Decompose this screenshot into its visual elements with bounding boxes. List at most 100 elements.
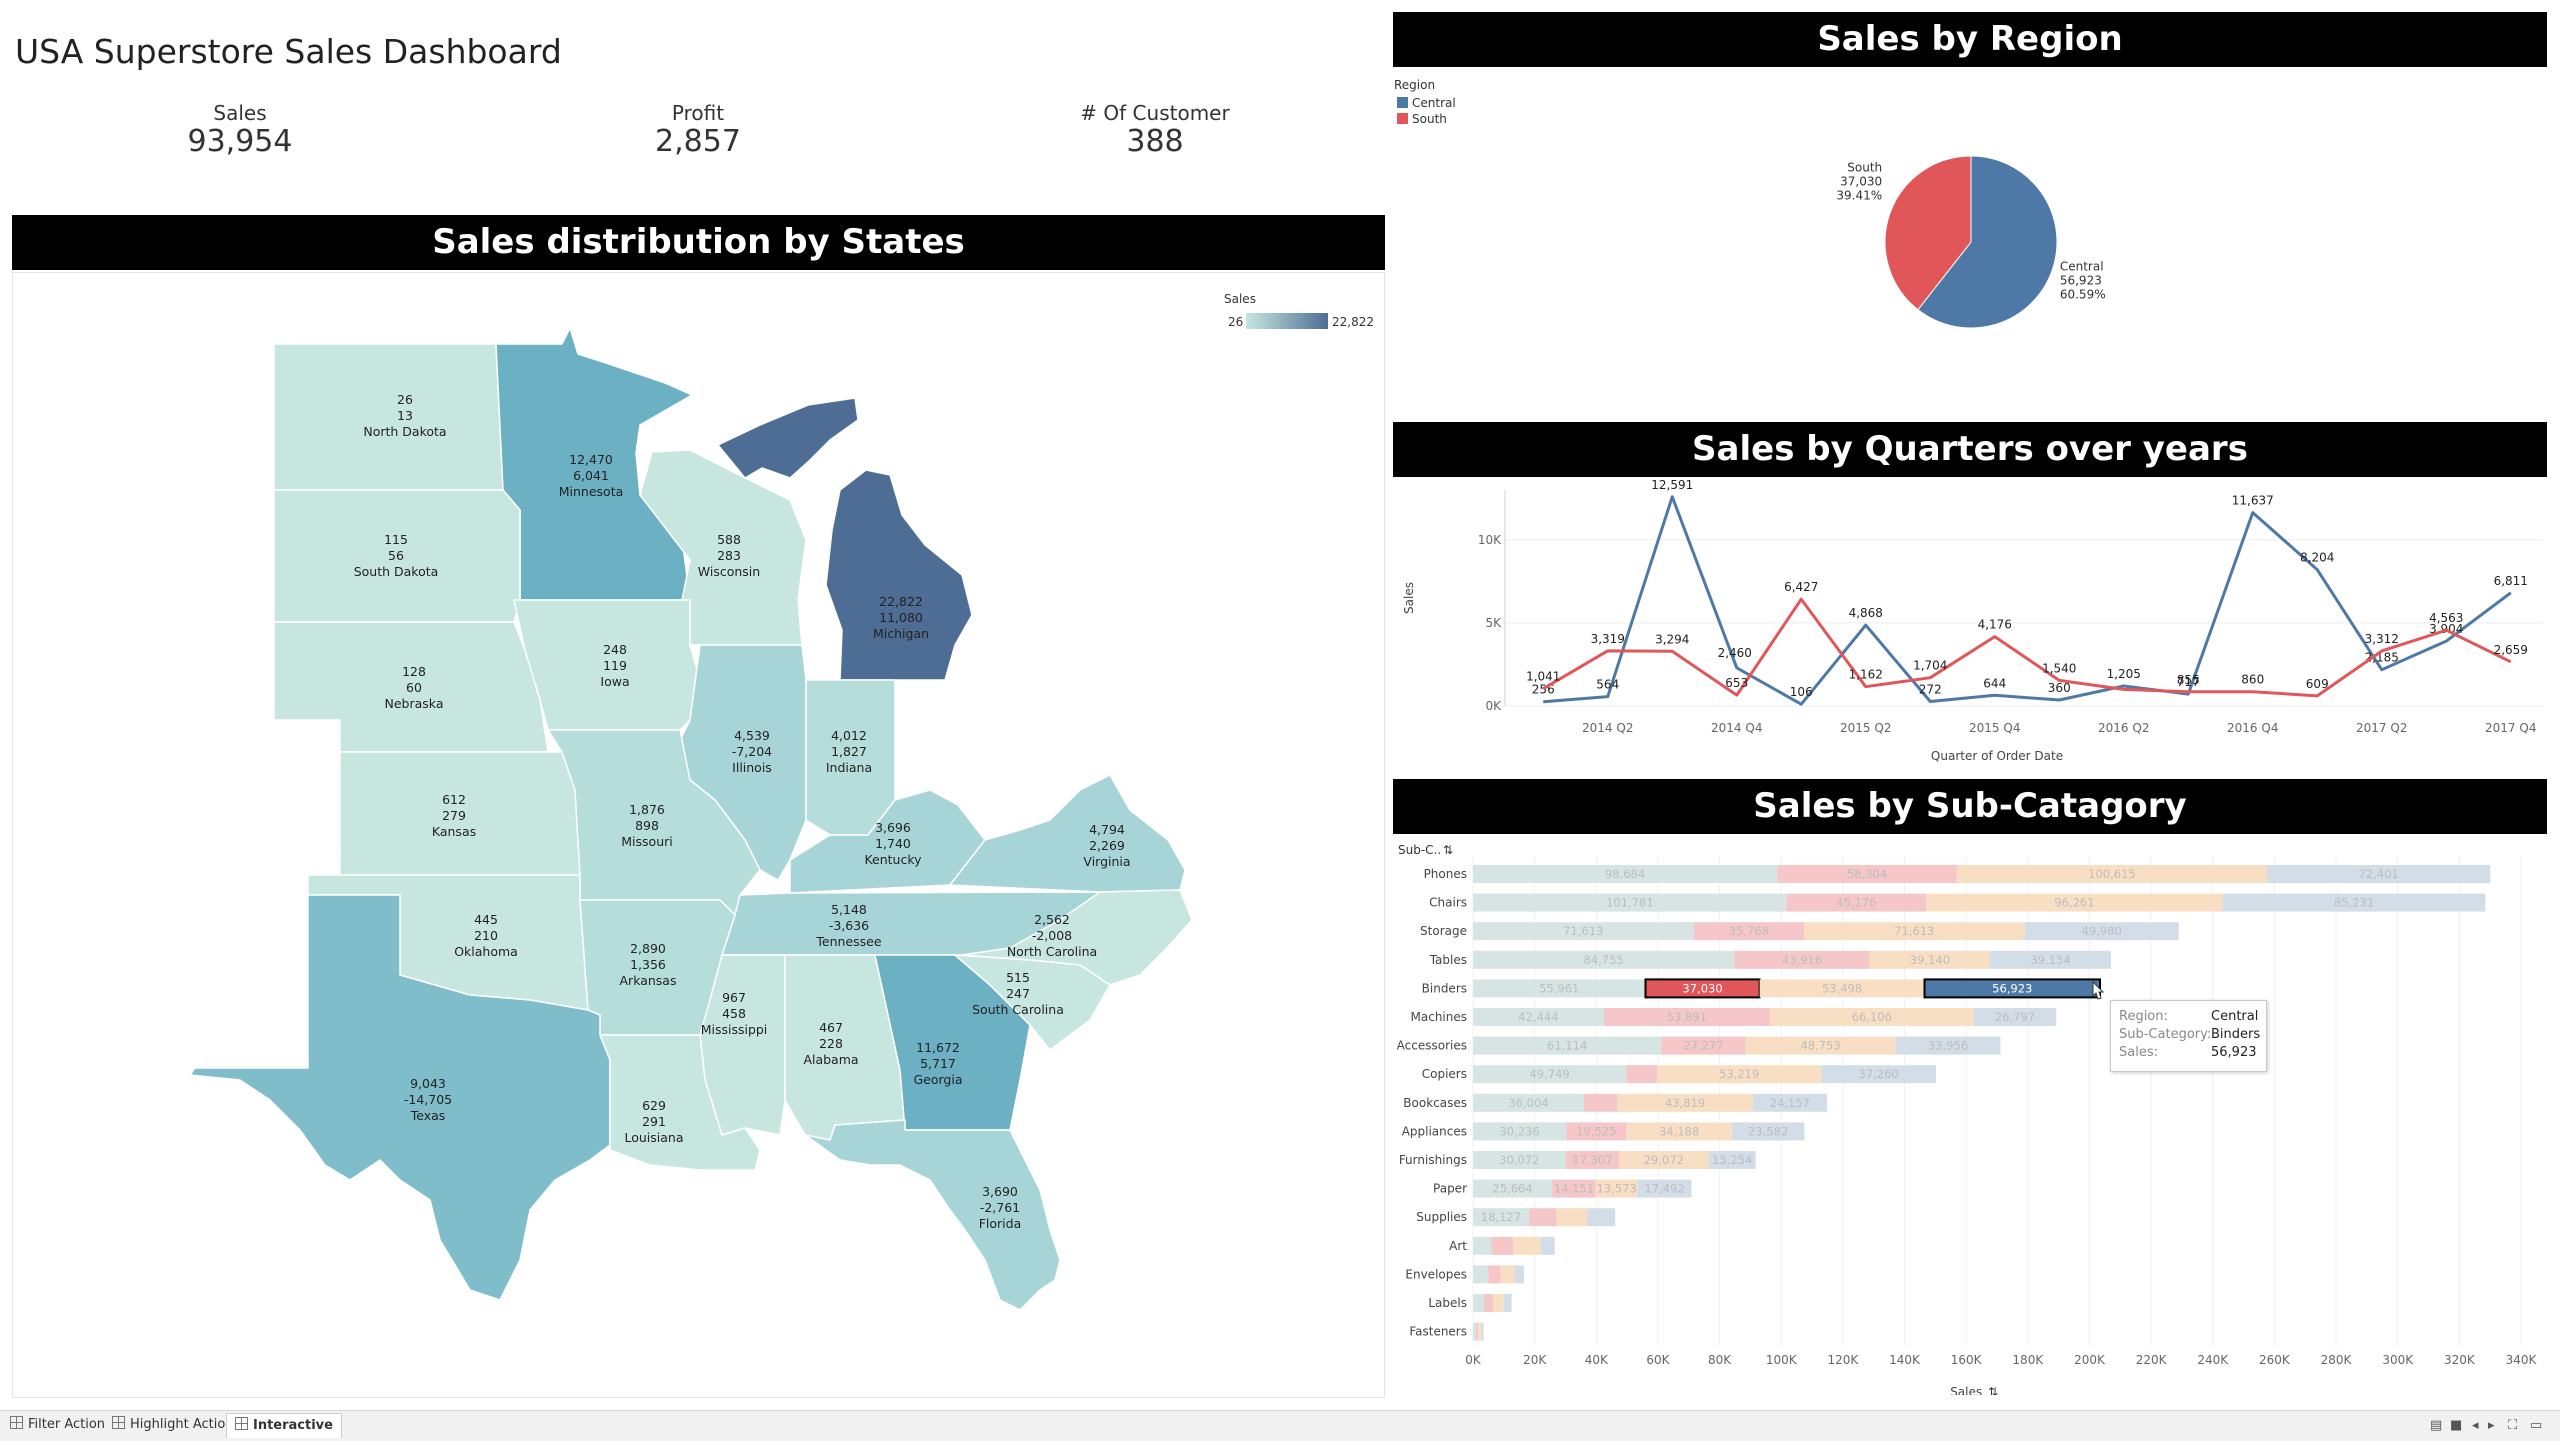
bar-value-label: 35,768 xyxy=(1729,924,1769,938)
svg-text:11,672: 11,672 xyxy=(916,1040,960,1055)
bar-segment-supplies xyxy=(1528,1208,1557,1227)
x-axis-title: Sales xyxy=(1950,1385,1982,1395)
presentation-icon[interactable]: ▭ xyxy=(2530,1418,2543,1433)
prev-sheet-icon[interactable]: ◂ xyxy=(2472,1418,2479,1433)
svg-text:13: 13 xyxy=(397,408,413,423)
x-tick-label: 160K xyxy=(1951,1353,1983,1367)
line-data-label: 4,868 xyxy=(1849,606,1883,620)
state-kentucky[interactable] xyxy=(789,789,986,894)
bar-value-label: 96,261 xyxy=(2054,896,2094,910)
state-south-carolina[interactable] xyxy=(954,954,1111,1051)
bar-value-label: 17,492 xyxy=(1644,1182,1684,1196)
svg-text:283: 283 xyxy=(717,548,741,563)
bar-value-label: 30,072 xyxy=(1499,1153,1539,1167)
bar-segment-bookcases xyxy=(1752,1093,1828,1112)
bar-value-label: 61,114 xyxy=(1547,1039,1587,1053)
bar-segment-machines xyxy=(1473,1008,1604,1026)
state-iowa[interactable] xyxy=(513,599,701,731)
bar-segment-bookcases xyxy=(1617,1093,1753,1112)
bar-segment-fasteners xyxy=(1481,1322,1484,1341)
state-virginia[interactable] xyxy=(949,774,1186,893)
svg-text:Louisiana: Louisiana xyxy=(624,1130,683,1145)
x-tick-label: 220K xyxy=(2136,1353,2168,1367)
svg-text:South Dakota: South Dakota xyxy=(354,564,439,579)
category-label: Tables xyxy=(1429,953,1467,967)
sort-icon: ⇅ xyxy=(1443,843,1453,857)
bar-value-label: 71,613 xyxy=(1563,924,1603,938)
svg-text:467: 467 xyxy=(819,1020,843,1035)
kpi-sales-label: Sales xyxy=(213,101,267,125)
state-wisconsin[interactable] xyxy=(639,449,807,646)
pie-label-central: 60.59% xyxy=(2060,287,2106,301)
next-sheet-icon[interactable]: ▸ xyxy=(2488,1418,2495,1433)
state-texas[interactable] xyxy=(189,894,611,1301)
bar-segment-tables xyxy=(1473,950,1735,969)
bar-segment-copiers xyxy=(1657,1065,1822,1084)
x-tick-label: 40K xyxy=(1585,1353,1609,1367)
fullscreen-icon[interactable]: ⛶ xyxy=(2508,1418,2518,1433)
category-label: Fasteners xyxy=(1409,1325,1467,1339)
bar-value-label: 49,980 xyxy=(2082,924,2122,938)
category-label: Storage xyxy=(1420,924,1467,938)
x-tick-label: 2015 Q4 xyxy=(1969,721,2020,735)
bar-value-label: 14,151 xyxy=(1554,1182,1594,1196)
subcategory-banner: Sales by Sub-Catagory xyxy=(1393,779,2547,834)
category-label: Art xyxy=(1449,1239,1467,1253)
y-tick-label: 10K xyxy=(1478,533,1502,547)
line-data-label: 564 xyxy=(1596,678,1619,692)
svg-text:26: 26 xyxy=(397,392,413,407)
bar-value-label: 37,030 xyxy=(1682,981,1722,995)
x-tick-label: 2016 Q2 xyxy=(2098,721,2149,735)
tab-interactive[interactable]: Interactive xyxy=(226,1413,342,1438)
map-legend-title: Sales xyxy=(1224,292,1256,306)
bar-value-label: 53,498 xyxy=(1822,981,1862,995)
state-michigan-lower[interactable] xyxy=(825,469,973,681)
svg-text:Georgia: Georgia xyxy=(913,1072,962,1087)
line-data-label: 6,811 xyxy=(2494,574,2528,588)
state-florida[interactable] xyxy=(804,1119,1061,1311)
pie-label-central: 56,923 xyxy=(2060,273,2102,287)
filmstrip-icon[interactable]: ■ xyxy=(2450,1418,2463,1433)
bar-segment-labels xyxy=(1483,1294,1494,1312)
region-legend-central[interactable]: Central xyxy=(1394,96,1456,112)
svg-text:5,717: 5,717 xyxy=(920,1056,956,1071)
bar-value-label: 27,277 xyxy=(1683,1039,1723,1053)
state-louisiana[interactable] xyxy=(599,1034,761,1171)
line-data-label: 717 xyxy=(2177,675,2200,689)
line-data-label: 3,319 xyxy=(1591,632,1625,646)
bar-segment-copiers xyxy=(1626,1065,1658,1084)
bar-segment-bookcases xyxy=(1583,1093,1618,1112)
line-data-label: 3,312 xyxy=(2365,632,2399,646)
bar-value-label: 53,219 xyxy=(1719,1067,1759,1081)
svg-text:Illinois: Illinois xyxy=(732,760,772,775)
sheet-sorter-icon[interactable]: ▤ xyxy=(2430,1418,2443,1433)
pie-label-south: South xyxy=(1847,161,1882,175)
line-data-label: 3,294 xyxy=(1655,632,1689,646)
line-data-label: 2,185 xyxy=(2365,651,2399,665)
state-north-dakota[interactable] xyxy=(273,343,504,491)
bar-value-label: 71,613 xyxy=(1894,924,1934,938)
line-data-label: 644 xyxy=(1983,676,2006,690)
bar-value-label: 13,573 xyxy=(1597,1182,1637,1196)
line-data-label: 653 xyxy=(1725,676,1748,690)
region-legend-south[interactable]: South xyxy=(1394,112,1456,128)
svg-text:6,041: 6,041 xyxy=(573,468,609,483)
tab-filter-action[interactable]: Filter Action xyxy=(2,1413,113,1437)
svg-text:612: 612 xyxy=(442,792,466,807)
bar-segment-appliances xyxy=(1731,1122,1805,1141)
category-label: Accessories xyxy=(1397,1039,1467,1053)
svg-text:22,822: 22,822 xyxy=(879,594,923,609)
line-data-label: 2,659 xyxy=(2494,643,2528,657)
sheet-icon xyxy=(112,1416,125,1429)
state-michigan[interactable] xyxy=(717,397,859,479)
bar-segment-chairs xyxy=(1925,893,2223,912)
x-tick-label: 120K xyxy=(1827,1353,1859,1367)
bar-value-label: 18,127 xyxy=(1481,1210,1521,1224)
quarters-banner: Sales by Quarters over years xyxy=(1393,422,2547,477)
tab-highlight-action[interactable]: Highlight Action xyxy=(104,1413,242,1437)
